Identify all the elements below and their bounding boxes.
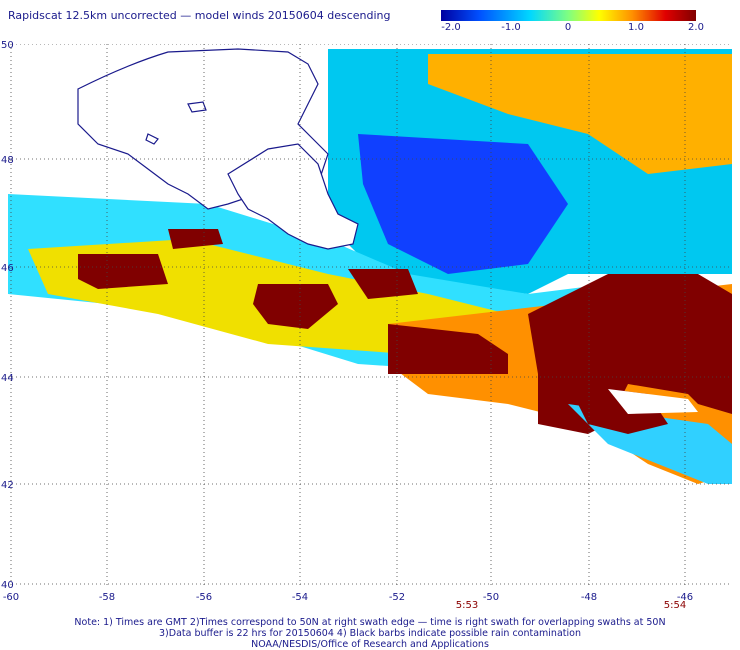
map-plot	[8, 44, 732, 588]
colorbar-label: 1.0	[628, 22, 644, 33]
island-2	[145, 133, 159, 145]
rain-block-west	[78, 254, 168, 289]
swath-time-label: 5:53	[455, 600, 479, 611]
lat-label: 48	[1, 155, 14, 166]
colorbar-label: -2.0	[441, 22, 461, 33]
island-1	[187, 101, 207, 113]
gap-white-1	[608, 389, 698, 414]
lon-label: -52	[388, 592, 406, 603]
colorbar-label: 0	[564, 22, 572, 33]
footnote-line: Note: 1) Times are GMT 2)Times correspon…	[74, 617, 666, 628]
newfoundland-coast	[227, 143, 359, 250]
lon-label: -48	[580, 592, 598, 603]
rain-block-center2	[253, 284, 338, 329]
colorbar	[441, 10, 696, 21]
footnote-line: 3)Data buffer is 22 hrs for 20150604 4) …	[159, 628, 581, 639]
footnote-credit: NOAA/NESDIS/Office of Research and Appli…	[251, 639, 489, 650]
lon-label: -54	[291, 592, 309, 603]
lon-label: -58	[98, 592, 116, 603]
colorbar-label: -1.0	[501, 22, 521, 33]
colorbar-label: 2.0	[688, 22, 704, 33]
lon-label: -56	[195, 592, 213, 603]
lon-label: -46	[676, 592, 694, 603]
rain-block-west2	[168, 229, 223, 249]
rain-block-mid	[348, 269, 418, 299]
lon-label: -60	[2, 592, 20, 603]
lat-label: 50	[1, 40, 14, 51]
lat-label: 40	[1, 580, 14, 591]
wind-difference-field	[8, 49, 732, 484]
swath-northeast-warm	[428, 54, 732, 174]
lat-label: 44	[1, 373, 14, 384]
lat-label: 42	[1, 480, 14, 491]
map-title: Rapidscat 12.5km uncorrected — model win…	[8, 9, 391, 22]
rain-block-center	[388, 324, 508, 374]
lat-lon-grid	[8, 44, 732, 588]
swath-time-label: 5:54	[663, 600, 687, 611]
lon-label: -50	[482, 592, 500, 603]
landmass	[77, 48, 359, 250]
swath-north-blue	[358, 134, 568, 274]
lat-label: 46	[1, 263, 14, 274]
